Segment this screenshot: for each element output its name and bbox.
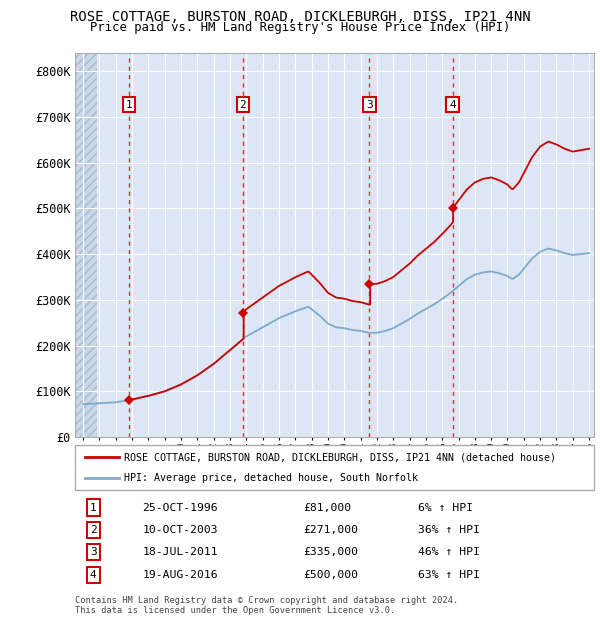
Text: 3: 3 [90,547,97,557]
Text: 4: 4 [90,570,97,580]
Text: ROSE COTTAGE, BURSTON ROAD, DICKLEBURGH, DISS, IP21 4NN: ROSE COTTAGE, BURSTON ROAD, DICKLEBURGH,… [70,10,530,24]
Text: ROSE COTTAGE, BURSTON ROAD, DICKLEBURGH, DISS, IP21 4NN (detached house): ROSE COTTAGE, BURSTON ROAD, DICKLEBURGH,… [124,452,556,463]
Text: Contains HM Land Registry data © Crown copyright and database right 2024.: Contains HM Land Registry data © Crown c… [75,596,458,606]
Text: £500,000: £500,000 [304,570,358,580]
Text: 10-OCT-2003: 10-OCT-2003 [142,525,218,534]
Text: 36% ↑ HPI: 36% ↑ HPI [418,525,479,534]
Text: 4: 4 [449,100,456,110]
Text: 63% ↑ HPI: 63% ↑ HPI [418,570,479,580]
Text: 2: 2 [239,100,246,110]
Text: 3: 3 [366,100,373,110]
Text: 6% ↑ HPI: 6% ↑ HPI [418,503,473,513]
FancyBboxPatch shape [75,445,594,490]
Text: This data is licensed under the Open Government Licence v3.0.: This data is licensed under the Open Gov… [75,606,395,616]
Text: 1: 1 [126,100,133,110]
Text: 1: 1 [90,503,97,513]
Text: HPI: Average price, detached house, South Norfolk: HPI: Average price, detached house, Sout… [124,474,418,484]
Text: 25-OCT-1996: 25-OCT-1996 [142,503,218,513]
Text: 2: 2 [90,525,97,534]
Text: 18-JUL-2011: 18-JUL-2011 [142,547,218,557]
Text: £81,000: £81,000 [304,503,352,513]
Text: £271,000: £271,000 [304,525,358,534]
Text: Price paid vs. HM Land Registry's House Price Index (HPI): Price paid vs. HM Land Registry's House … [90,21,510,34]
Text: 19-AUG-2016: 19-AUG-2016 [142,570,218,580]
Text: £335,000: £335,000 [304,547,358,557]
Text: 46% ↑ HPI: 46% ↑ HPI [418,547,479,557]
